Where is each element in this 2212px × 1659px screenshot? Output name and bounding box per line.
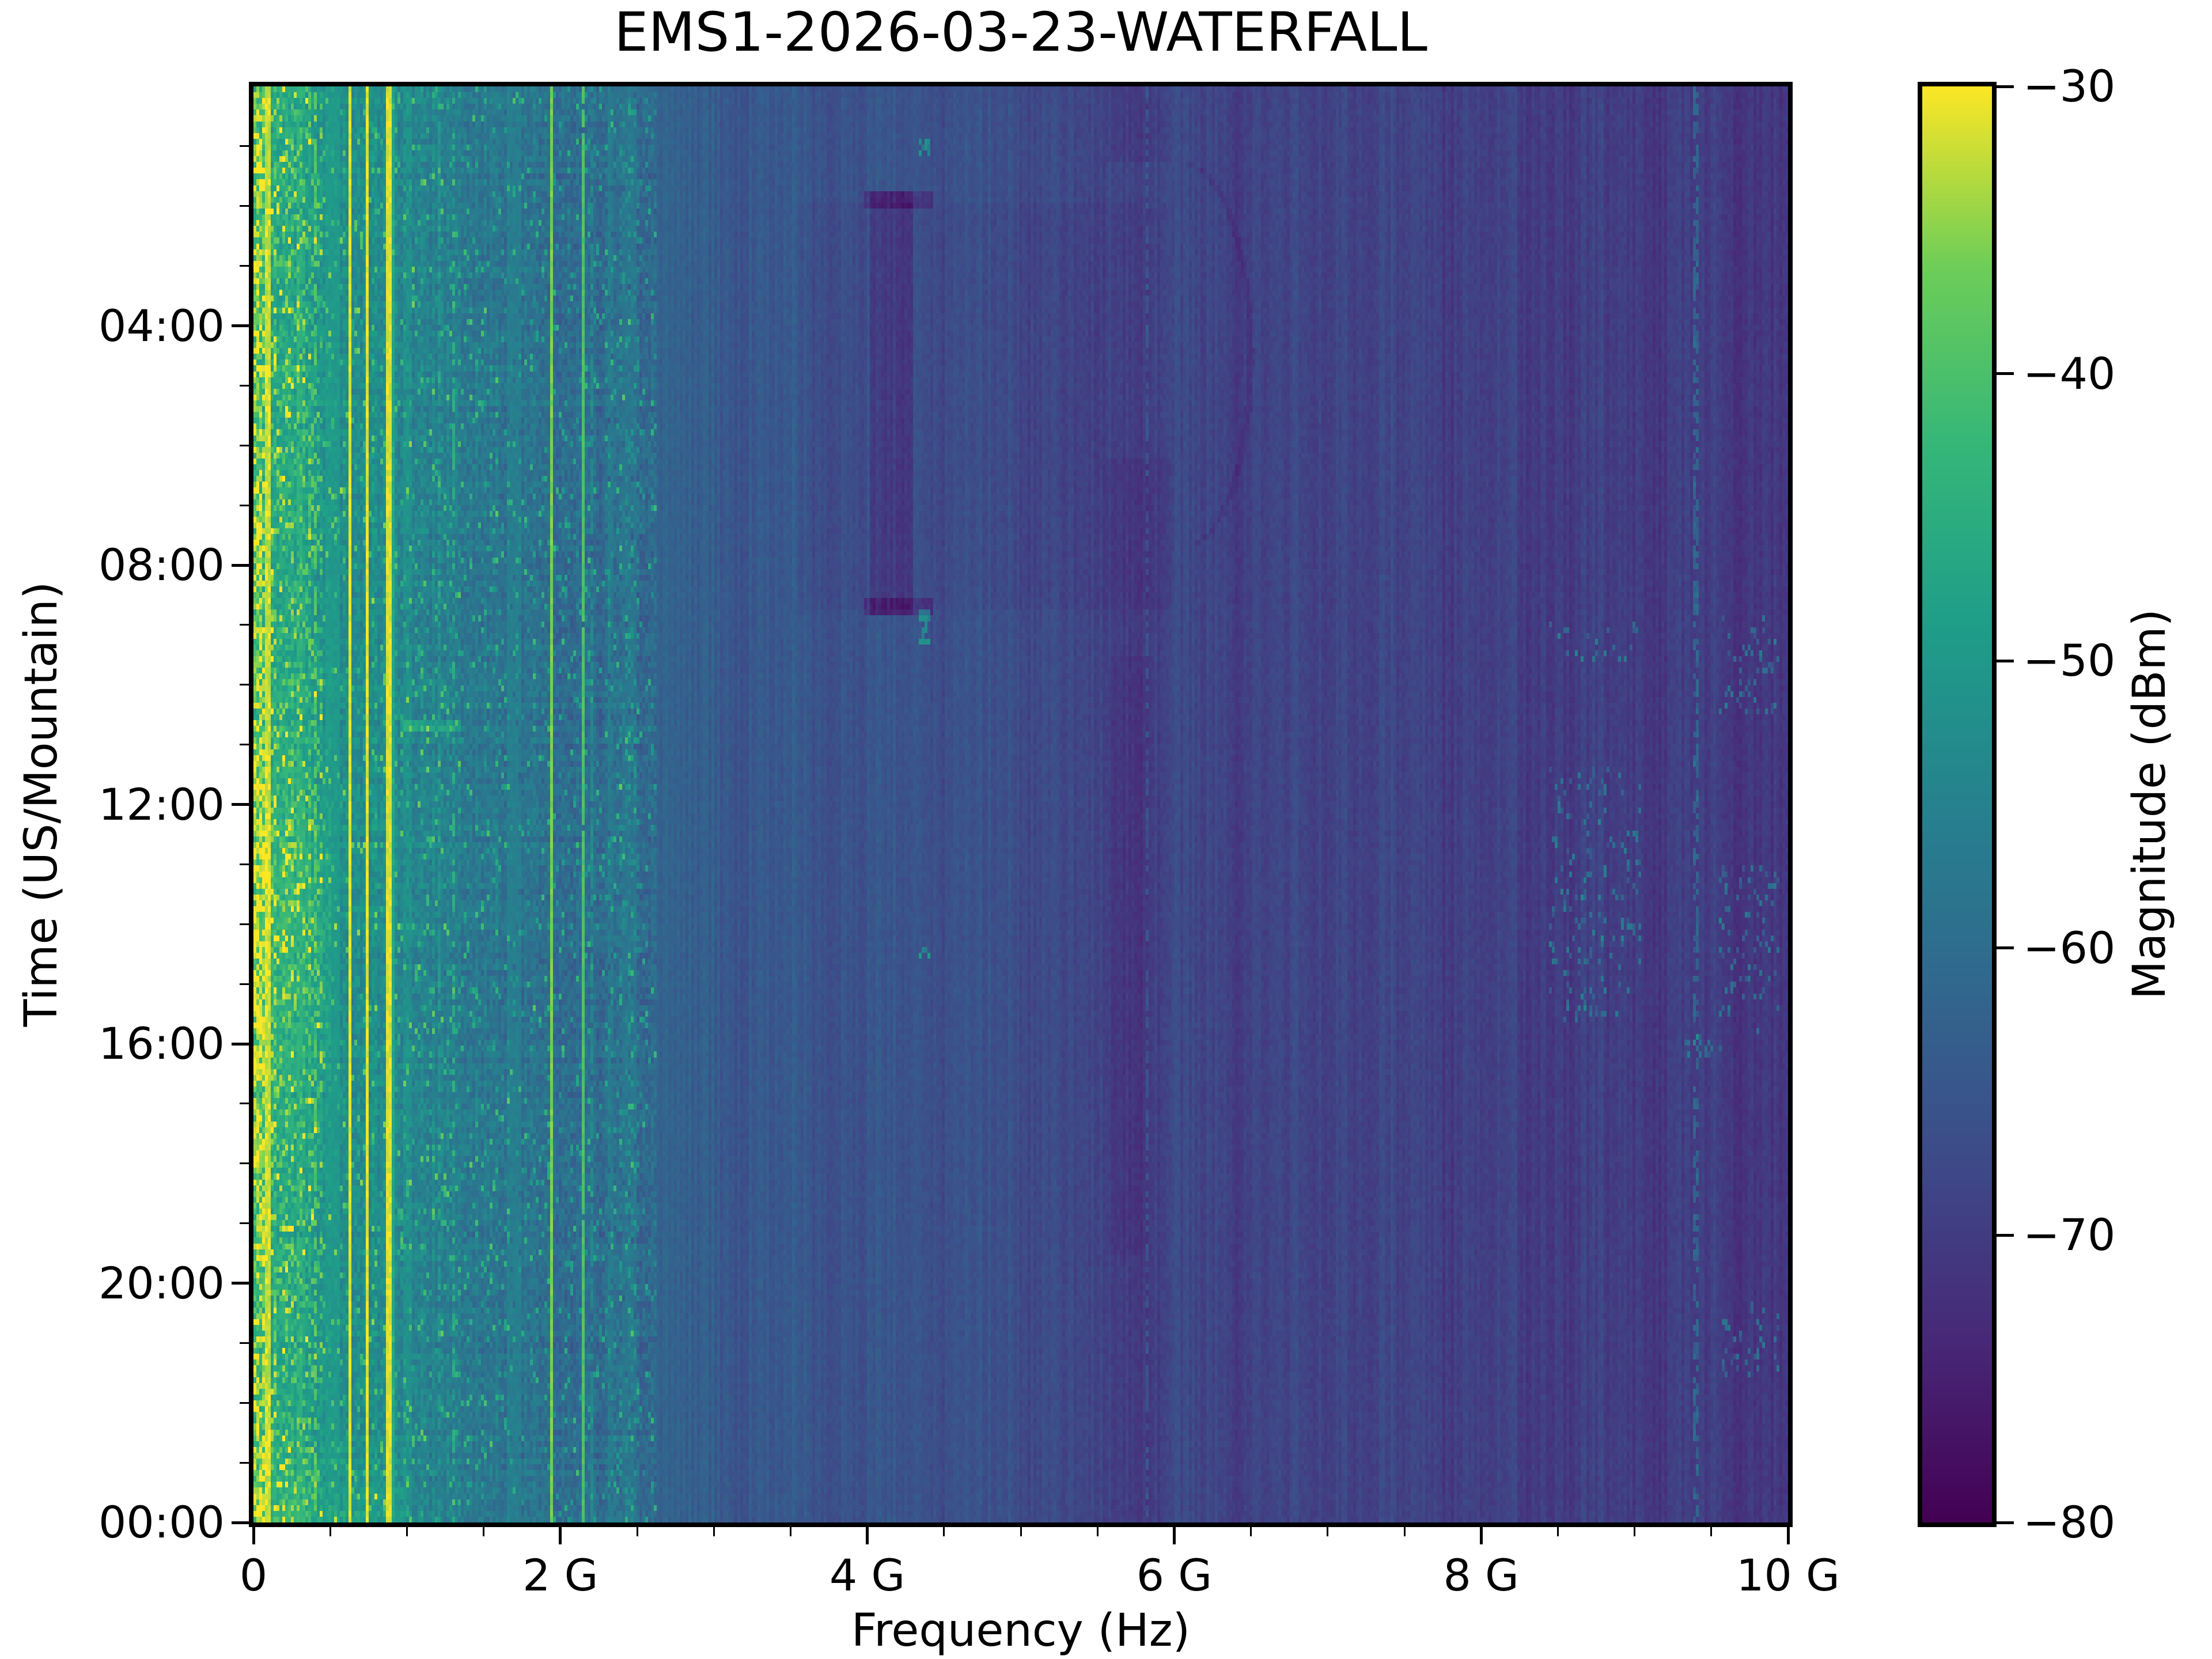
x-tick-minor <box>789 1527 791 1536</box>
colorbar-tick-label: −40 <box>2023 347 2116 399</box>
y-tick-label: 20:00 <box>98 1257 225 1309</box>
colorbar-tick <box>1997 1521 2014 1524</box>
y-tick-minor <box>240 205 249 207</box>
x-tick-label: 10 G <box>1736 1550 1840 1601</box>
y-tick-major <box>232 563 249 567</box>
y-tick-minor <box>240 983 249 985</box>
y-tick-major <box>232 1521 249 1524</box>
x-tick-minor <box>1250 1527 1252 1536</box>
colorbar-tick-label: −50 <box>2023 635 2116 687</box>
x-tick-minor <box>713 1527 715 1536</box>
colorbar-tick <box>1997 372 2014 376</box>
y-tick-minor <box>240 1402 249 1404</box>
x-tick-label: 6 G <box>1136 1550 1213 1601</box>
y-tick-minor <box>240 863 249 865</box>
x-tick-label: 4 G <box>829 1550 906 1601</box>
colorbar-tick-label: −60 <box>2023 922 2116 974</box>
chart-title: EMS1-2026-03-23-WATERFALL <box>614 1 1427 64</box>
y-tick-minor <box>240 1222 249 1225</box>
x-tick-minor <box>636 1527 638 1536</box>
x-tick-minor <box>1403 1527 1406 1536</box>
x-tick-label: 8 G <box>1443 1550 1519 1601</box>
x-tick-minor <box>1096 1527 1099 1536</box>
y-tick-minor <box>240 265 249 267</box>
colorbar-tick <box>1997 85 2014 88</box>
x-tick-major <box>1479 1527 1483 1544</box>
x-tick-minor <box>943 1527 945 1536</box>
x-tick-major <box>1172 1527 1176 1544</box>
x-tick-minor <box>1020 1527 1022 1536</box>
x-tick-major <box>1786 1527 1790 1544</box>
y-tick-minor <box>240 1461 249 1464</box>
y-tick-minor <box>240 504 249 506</box>
x-tick-major <box>252 1527 255 1544</box>
colorbar-tick-label: −70 <box>2023 1209 2116 1261</box>
y-tick-minor <box>240 384 249 387</box>
colorbar-tick-label: −80 <box>2023 1497 2116 1548</box>
y-tick-major <box>232 1042 249 1046</box>
y-tick-minor <box>240 624 249 626</box>
colorbar-tick-label: −30 <box>2023 60 2116 112</box>
x-tick-minor <box>1710 1527 1713 1536</box>
y-tick-major <box>232 803 249 806</box>
y-tick-label: 16:00 <box>98 1018 225 1069</box>
y-tick-minor <box>240 145 249 147</box>
colorbar-tick <box>1997 946 2014 950</box>
x-tick-label: 2 G <box>522 1550 599 1601</box>
y-tick-major <box>232 324 249 327</box>
y-tick-label: 12:00 <box>98 778 225 830</box>
y-tick-minor <box>240 1162 249 1165</box>
y-tick-minor <box>240 444 249 446</box>
y-tick-minor <box>240 1103 249 1105</box>
y-tick-minor <box>240 744 249 746</box>
x-tick-label: 0 <box>239 1550 268 1601</box>
x-tick-major <box>866 1527 869 1544</box>
y-tick-label: 04:00 <box>98 300 225 351</box>
x-tick-minor <box>1327 1527 1329 1536</box>
y-tick-minor <box>240 923 249 925</box>
y-axis-label: Time (US/Mountain) <box>16 581 67 1027</box>
y-tick-major <box>232 1282 249 1285</box>
plot-area <box>249 82 1793 1527</box>
x-tick-minor <box>1634 1527 1636 1536</box>
x-tick-minor <box>329 1527 331 1536</box>
colorbar <box>1918 82 1997 1527</box>
y-tick-minor <box>240 684 249 686</box>
x-tick-minor <box>406 1527 408 1536</box>
colorbar-tick <box>1997 1233 2014 1237</box>
y-tick-label: 08:00 <box>98 539 225 590</box>
y-tick-label: 00:00 <box>98 1497 225 1548</box>
waterfall-heatmap-canvas <box>253 86 1788 1522</box>
colorbar-axis-label: Magnitude (dBm) <box>2124 609 2176 999</box>
x-axis-label: Frequency (Hz) <box>851 1605 1191 1657</box>
x-tick-minor <box>1556 1527 1559 1536</box>
colorbar-tick <box>1997 659 2014 662</box>
colorbar-gradient-canvas <box>1922 86 1992 1522</box>
x-tick-major <box>559 1527 562 1544</box>
x-tick-minor <box>483 1527 485 1536</box>
y-tick-minor <box>240 1342 249 1344</box>
